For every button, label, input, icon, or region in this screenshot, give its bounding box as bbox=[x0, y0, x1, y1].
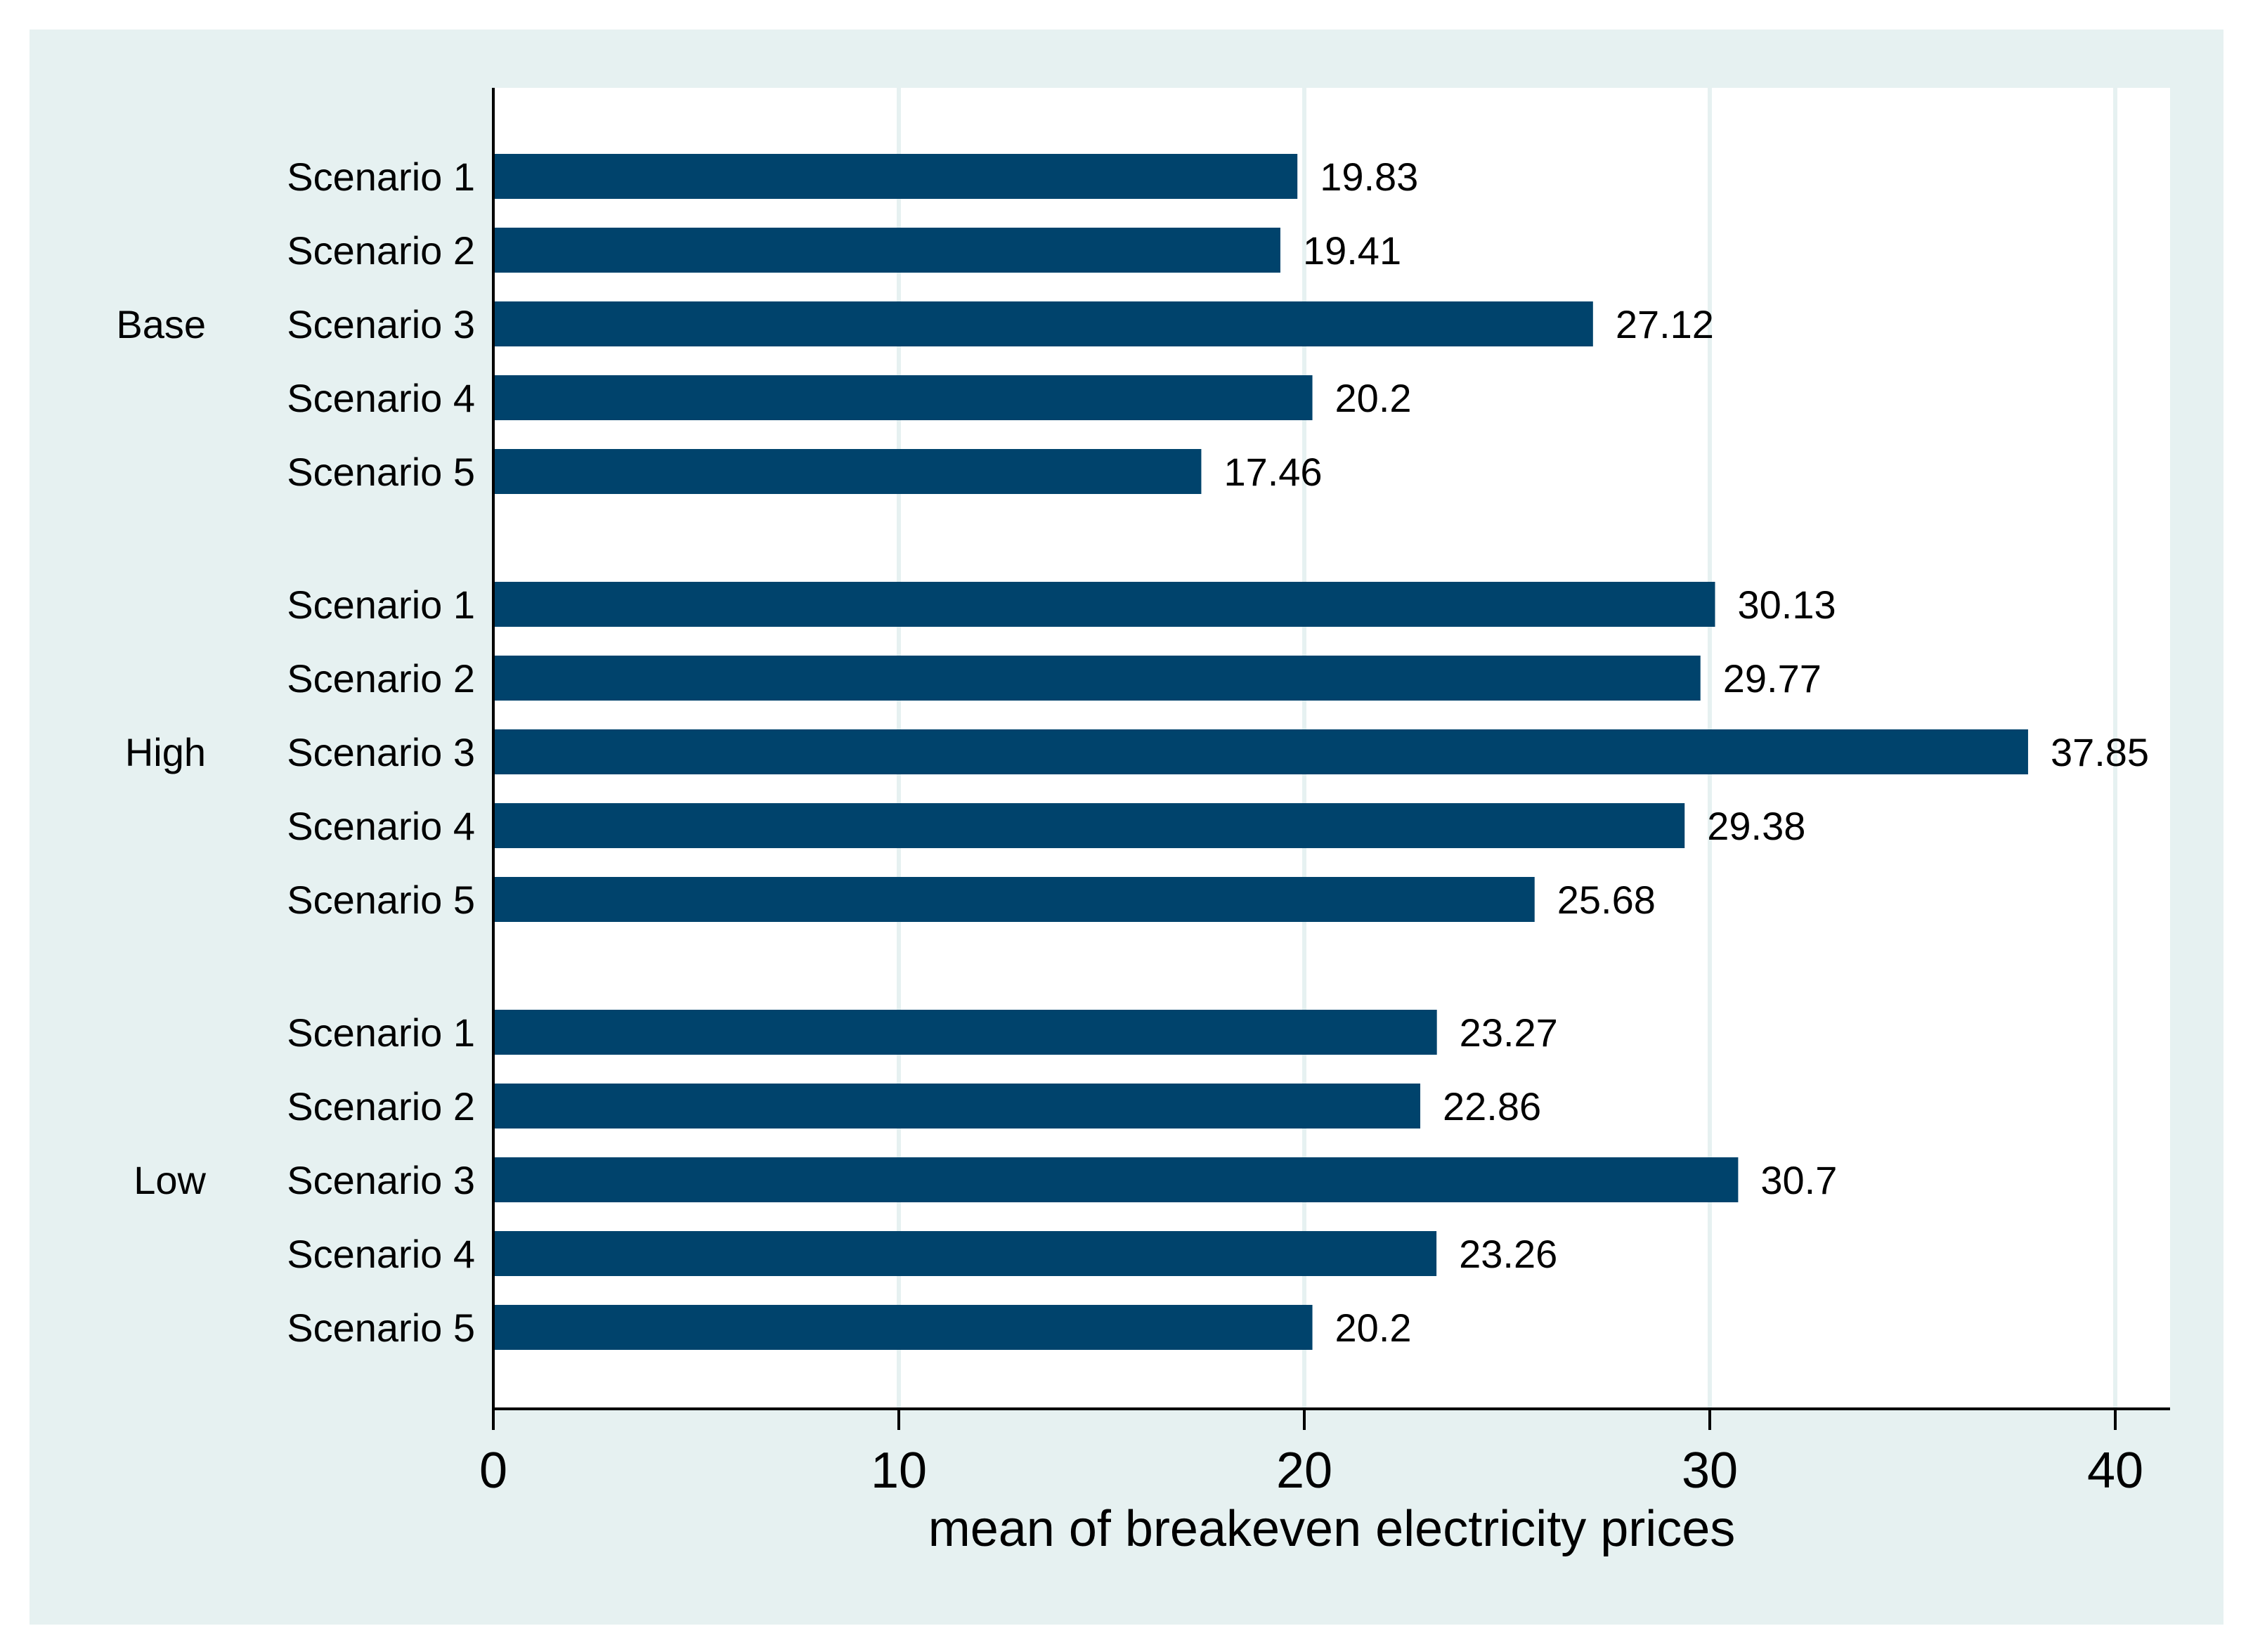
bar-high-2 bbox=[493, 656, 1701, 701]
bar-high-4 bbox=[493, 803, 1685, 848]
x-axis-title: mean of breakeven electricity prices bbox=[928, 1501, 1736, 1557]
group-label-low: Low bbox=[134, 1158, 206, 1202]
data-label: 20.2 bbox=[1335, 1306, 1412, 1350]
category-label: Scenario 4 bbox=[287, 1232, 475, 1276]
category-label: Scenario 2 bbox=[287, 656, 475, 701]
data-label: 23.27 bbox=[1460, 1010, 1558, 1055]
bar-low-1 bbox=[493, 1010, 1437, 1055]
data-label: 25.68 bbox=[1557, 878, 1656, 922]
data-label: 19.83 bbox=[1320, 155, 1418, 199]
group-label-high: High bbox=[125, 730, 206, 774]
data-label: 23.26 bbox=[1459, 1232, 1557, 1276]
category-label: Scenario 3 bbox=[287, 1158, 475, 1202]
category-label: Scenario 5 bbox=[287, 450, 475, 494]
data-label: 30.7 bbox=[1760, 1158, 1837, 1202]
bar-high-1 bbox=[493, 582, 1715, 627]
data-label: 20.2 bbox=[1335, 376, 1412, 420]
group-label-base: Base bbox=[116, 302, 206, 346]
data-label: 17.46 bbox=[1223, 450, 1322, 494]
category-label: Scenario 5 bbox=[287, 1306, 475, 1350]
bar-base-1 bbox=[493, 154, 1298, 199]
category-label: Scenario 4 bbox=[287, 804, 475, 848]
category-label: Scenario 4 bbox=[287, 376, 475, 420]
x-tick-label-0: 0 bbox=[479, 1443, 507, 1499]
bar-base-2 bbox=[493, 228, 1280, 273]
bar-low-3 bbox=[493, 1157, 1739, 1202]
bar-low-2 bbox=[493, 1084, 1421, 1129]
bar-base-4 bbox=[493, 375, 1313, 420]
bar-low-4 bbox=[493, 1231, 1437, 1276]
bar-high-3 bbox=[493, 729, 2028, 774]
data-label: 30.13 bbox=[1738, 583, 1836, 627]
category-label: Scenario 3 bbox=[287, 302, 475, 346]
category-label: Scenario 5 bbox=[287, 878, 475, 922]
category-label: Scenario 2 bbox=[287, 228, 475, 273]
category-label: Scenario 1 bbox=[287, 1010, 475, 1055]
labels: Scenario 1 19.83 Scenario 2 19.41 Scenario 3… bbox=[116, 155, 2149, 1350]
bar-low-5 bbox=[493, 1305, 1313, 1350]
x-tick-label-20: 20 bbox=[1276, 1443, 1332, 1499]
bar-base-5 bbox=[493, 449, 1202, 494]
bars bbox=[493, 154, 2028, 1350]
data-label: 22.86 bbox=[1443, 1084, 1541, 1129]
data-label: 37.85 bbox=[2051, 730, 2149, 774]
bar-base-3 bbox=[493, 301, 1593, 346]
category-label: Scenario 1 bbox=[287, 583, 475, 627]
data-label: 29.77 bbox=[1723, 656, 1822, 701]
x-tick-label-40: 40 bbox=[2087, 1443, 2143, 1499]
x-axis-ticks: 0 10 20 30 40 bbox=[479, 1409, 2143, 1499]
bar-high-5 bbox=[493, 877, 1535, 922]
data-label: 29.38 bbox=[1707, 804, 1805, 848]
data-label: 19.41 bbox=[1303, 228, 1401, 273]
category-label: Scenario 1 bbox=[287, 155, 475, 199]
x-tick-label-30: 30 bbox=[1682, 1443, 1738, 1499]
data-label: 27.12 bbox=[1616, 302, 1714, 346]
x-tick-label-10: 10 bbox=[871, 1443, 927, 1499]
category-label: Scenario 3 bbox=[287, 730, 475, 774]
category-label: Scenario 2 bbox=[287, 1084, 475, 1129]
